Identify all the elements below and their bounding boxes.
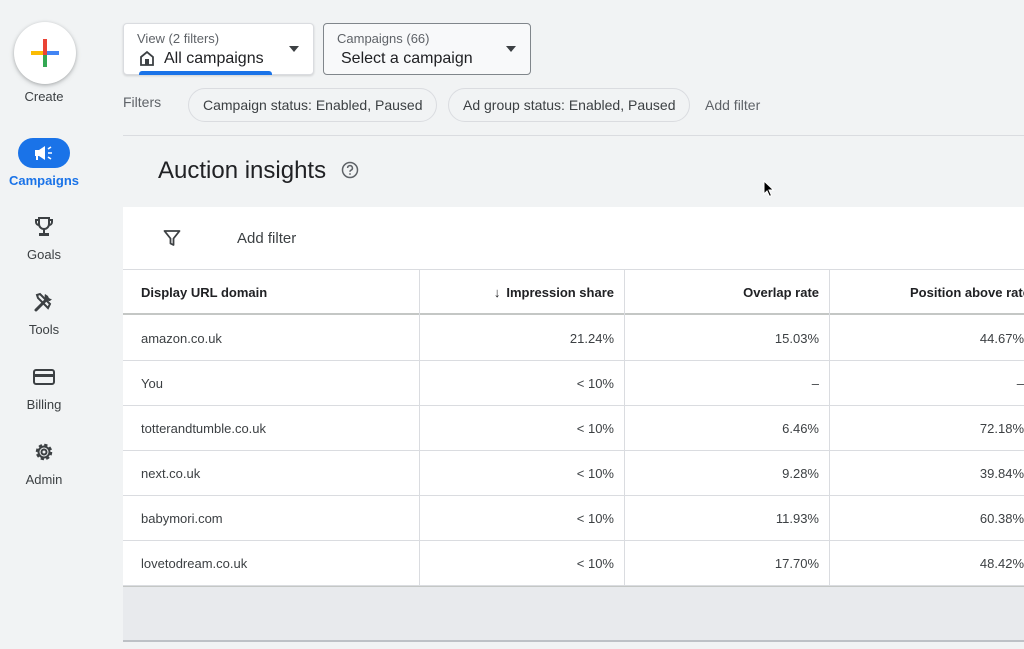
cell-overlap-rate: 9.28% xyxy=(782,466,819,481)
table-add-filter[interactable]: Add filter xyxy=(237,230,297,247)
cell-impression-share: < 10% xyxy=(576,556,614,571)
view-selector-indicator xyxy=(139,71,272,75)
arrow-down-icon: ↓ xyxy=(493,285,501,300)
cell-domain: babymori.com xyxy=(141,511,223,526)
cell-domain: next.co.uk xyxy=(141,466,201,481)
cell-domain: amazon.co.uk xyxy=(141,331,222,346)
table-row: You < 10% – – xyxy=(123,361,1024,406)
divider xyxy=(123,135,1024,136)
view-selector[interactable]: View (2 filters) All campaigns xyxy=(123,23,314,75)
tools-icon xyxy=(34,292,52,312)
home-icon xyxy=(140,50,154,66)
cell-domain: lovetodream.co.uk xyxy=(141,556,248,571)
nav-label-goals: Goals xyxy=(27,247,61,262)
cell-impression-share: < 10% xyxy=(576,421,614,436)
view-selector-value: All campaigns xyxy=(164,50,264,67)
cell-position-above-rate: 72.18% xyxy=(979,421,1024,436)
nav-item-tools[interactable]: Tools xyxy=(0,287,88,337)
nav-label-billing: Billing xyxy=(26,397,62,412)
chevron-down-icon xyxy=(506,46,516,52)
nav-label-campaigns: Campaigns xyxy=(8,173,80,188)
cell-domain: You xyxy=(141,376,163,391)
create-button[interactable] xyxy=(14,22,76,84)
nav-item-campaigns[interactable]: Campaigns xyxy=(0,138,88,188)
cell-position-above-rate: – xyxy=(1016,376,1024,391)
filter-chip-ad-group-status[interactable]: Ad group status: Enabled, Paused xyxy=(448,88,691,122)
table-header: Display URL domain ↓ Impression share Ove… xyxy=(123,269,1024,315)
column-separator xyxy=(829,270,830,586)
chevron-down-icon xyxy=(289,46,299,52)
cell-impression-share: 21.24% xyxy=(569,331,614,346)
divider xyxy=(123,640,1024,642)
cell-domain: totterandtumble.co.uk xyxy=(141,421,267,436)
gear-icon xyxy=(35,443,53,461)
credit-card-icon xyxy=(33,369,55,385)
cell-position-above-rate: 39.84% xyxy=(979,466,1024,481)
cell-position-above-rate: 48.42% xyxy=(979,556,1024,571)
create-label: Create xyxy=(24,89,64,104)
cell-impression-share: < 10% xyxy=(576,376,614,391)
campaign-selector-caption: Campaigns (66) xyxy=(337,31,430,46)
table-footer xyxy=(123,586,1024,640)
campaign-selector-value: Select a campaign xyxy=(341,50,473,67)
table-row: lovetodream.co.uk < 10% 17.70% 48.42% xyxy=(123,541,1024,586)
campaigns-icon xyxy=(35,146,52,160)
filter-icon[interactable] xyxy=(163,229,181,247)
nav-label-tools: Tools xyxy=(28,322,60,337)
cell-impression-share: < 10% xyxy=(576,466,614,481)
nav-item-goals[interactable]: Goals xyxy=(0,212,88,262)
cell-position-above-rate: 60.38% xyxy=(979,511,1024,526)
view-selector-caption: View (2 filters) xyxy=(137,31,220,46)
table-row: next.co.uk < 10% 9.28% 39.84% xyxy=(123,451,1024,496)
cell-overlap-rate: 17.70% xyxy=(774,556,819,571)
column-header-domain[interactable]: Display URL domain xyxy=(141,285,268,300)
add-filter-link[interactable]: Add filter xyxy=(705,97,761,113)
plus-icon xyxy=(31,39,59,67)
cell-overlap-rate: 15.03% xyxy=(774,331,819,346)
filter-chip-campaign-status[interactable]: Campaign status: Enabled, Paused xyxy=(188,88,438,122)
nav-item-billing[interactable]: Billing xyxy=(0,362,88,412)
trophy-icon xyxy=(35,217,53,236)
nav-label-admin: Admin xyxy=(25,472,63,487)
help-icon[interactable] xyxy=(341,161,359,179)
column-separator xyxy=(419,270,420,586)
column-header-impression-share-label: Impression share xyxy=(506,285,614,300)
column-header-overlap-rate[interactable]: Overlap rate xyxy=(743,285,819,300)
cell-overlap-rate: 6.46% xyxy=(782,421,819,436)
cell-position-above-rate: 44.67% xyxy=(979,331,1024,346)
cell-impression-share: < 10% xyxy=(576,511,614,526)
cell-overlap-rate: 11.93% xyxy=(775,511,819,526)
column-header-position-above-rate[interactable]: Position above rate xyxy=(910,285,1024,300)
column-header-impression-share[interactable]: ↓ Impression share xyxy=(494,285,614,300)
cell-overlap-rate: – xyxy=(811,376,819,391)
table-row: babymori.com < 10% 11.93% 60.38% xyxy=(123,496,1024,541)
table-row: totterandtumble.co.uk < 10% 6.46% 72.18% xyxy=(123,406,1024,451)
column-separator xyxy=(624,270,625,586)
left-navigation: Create Campaigns Goals xyxy=(0,0,88,649)
campaign-selector[interactable]: Campaigns (66) Select a campaign xyxy=(323,23,531,75)
nav-item-admin[interactable]: Admin xyxy=(0,437,88,487)
page-title: Auction insights xyxy=(158,157,327,184)
table-row: amazon.co.uk 21.24% 15.03% 44.67% xyxy=(123,316,1024,361)
mouse-cursor-icon xyxy=(763,180,775,198)
filters-label: Filters xyxy=(123,94,162,110)
